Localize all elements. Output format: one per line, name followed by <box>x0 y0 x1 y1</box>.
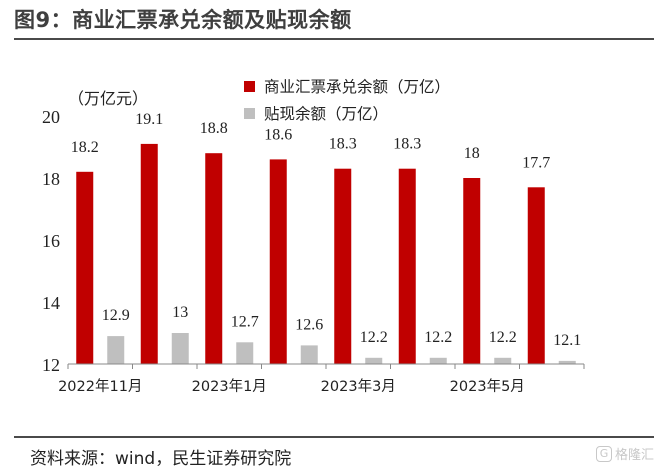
discount-bar <box>429 357 447 364</box>
discount-value-label: 12.6 <box>295 316 323 333</box>
chart-title: 图9：商业汇票承兑余额及贴现余额 <box>14 8 352 32</box>
title-divider <box>14 38 654 40</box>
acceptance-value-label: 18.3 <box>329 136 357 153</box>
x-tick-label: 2022年11月 <box>58 378 142 395</box>
discount-bar <box>558 360 576 364</box>
acceptance-bar <box>269 159 287 364</box>
discount-value-label: 12.9 <box>102 307 130 324</box>
discount-value-label: 12.2 <box>360 329 388 346</box>
y-tick-label: 12 <box>42 355 60 375</box>
acceptance-bar <box>205 153 223 364</box>
discount-bar <box>236 342 254 364</box>
acceptance-value-label: 18.8 <box>200 120 228 137</box>
y-axis-unit-label: （万亿元） <box>68 89 148 108</box>
acceptance-value-label: 19.1 <box>135 111 163 128</box>
discount-bar <box>107 336 125 364</box>
legend-label-discount: 贴现余额（万亿） <box>264 104 388 123</box>
acceptance-value-label: 18 <box>464 145 480 162</box>
watermark-logo-icon: G <box>595 445 612 462</box>
acceptance-bar <box>527 187 545 364</box>
acceptance-bar <box>140 143 158 364</box>
discount-value-label: 12.7 <box>231 313 259 330</box>
discount-bar <box>365 357 383 364</box>
acceptance-bar <box>463 178 481 364</box>
acceptance-bar <box>334 168 352 364</box>
acceptance-value-label: 17.7 <box>522 154 550 171</box>
y-tick-label: 14 <box>42 293 60 313</box>
acceptance-bar <box>76 171 94 364</box>
y-tick-label: 16 <box>42 231 60 251</box>
watermark: G 格隆汇 <box>595 444 654 463</box>
x-tick-label: 2023年3月 <box>321 378 396 395</box>
source-note: 资料来源：wind，民生证券研究院 <box>30 449 292 469</box>
discount-bar <box>300 345 318 364</box>
x-tick-label: 2023年5月 <box>450 378 525 395</box>
discount-bar <box>171 333 189 364</box>
x-tick-label: 2023年1月 <box>192 378 267 395</box>
discount-value-label: 12.1 <box>553 332 581 349</box>
legend-swatch-discount <box>244 108 255 119</box>
legend-label-acceptance: 商业汇票承兑余额（万亿） <box>264 77 450 96</box>
acceptance-bar <box>398 168 416 364</box>
legend-swatch-acceptance <box>244 81 255 92</box>
footer-divider <box>14 436 654 438</box>
acceptance-value-label: 18.6 <box>264 126 292 143</box>
watermark-text: 格隆汇 <box>614 448 654 463</box>
discount-value-label: 12.2 <box>489 329 517 346</box>
discount-value-label: 12.2 <box>424 329 452 346</box>
discount-bar <box>494 357 512 364</box>
y-tick-label: 18 <box>42 169 60 189</box>
y-tick-label: 20 <box>42 107 60 127</box>
acceptance-value-label: 18.2 <box>71 139 99 156</box>
acceptance-value-label: 18.3 <box>393 136 421 153</box>
discount-value-label: 13 <box>172 304 188 321</box>
